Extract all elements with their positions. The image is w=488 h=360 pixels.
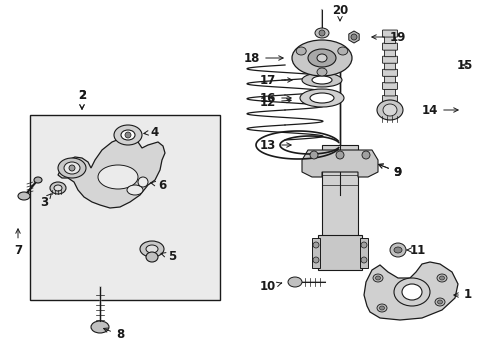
Ellipse shape	[291, 40, 351, 76]
Text: 8: 8	[103, 328, 124, 342]
Ellipse shape	[121, 130, 135, 140]
Polygon shape	[302, 150, 377, 177]
Ellipse shape	[125, 132, 131, 138]
Ellipse shape	[361, 151, 369, 159]
Text: 12: 12	[259, 95, 290, 108]
Text: 20: 20	[331, 4, 347, 21]
Ellipse shape	[350, 34, 356, 40]
Ellipse shape	[312, 257, 318, 263]
Ellipse shape	[309, 93, 333, 103]
FancyBboxPatch shape	[384, 37, 395, 44]
Polygon shape	[348, 31, 359, 43]
Bar	[30, 115, 220, 300]
Text: 15: 15	[456, 59, 472, 72]
Ellipse shape	[58, 158, 86, 178]
Ellipse shape	[302, 73, 341, 87]
Bar	[321, 145, 357, 265]
Ellipse shape	[382, 104, 396, 116]
Ellipse shape	[393, 247, 401, 253]
Ellipse shape	[69, 165, 75, 171]
FancyBboxPatch shape	[382, 30, 397, 37]
Ellipse shape	[50, 182, 66, 194]
Text: 3: 3	[40, 194, 51, 208]
Text: 13: 13	[259, 139, 290, 152]
Ellipse shape	[437, 300, 442, 304]
FancyBboxPatch shape	[382, 82, 397, 89]
Ellipse shape	[318, 30, 325, 36]
Bar	[317, 235, 361, 270]
Ellipse shape	[146, 252, 158, 262]
Text: 6: 6	[150, 179, 166, 192]
Ellipse shape	[401, 284, 421, 300]
Text: 4: 4	[143, 126, 159, 139]
Ellipse shape	[114, 125, 142, 145]
Ellipse shape	[91, 321, 109, 333]
Ellipse shape	[287, 277, 302, 287]
Ellipse shape	[311, 76, 331, 84]
Ellipse shape	[309, 151, 317, 159]
Ellipse shape	[439, 276, 444, 280]
Text: 1: 1	[453, 288, 471, 302]
Ellipse shape	[18, 192, 30, 200]
Ellipse shape	[312, 242, 318, 248]
Ellipse shape	[376, 100, 402, 120]
FancyBboxPatch shape	[382, 56, 397, 63]
Text: 9: 9	[378, 164, 401, 179]
FancyBboxPatch shape	[384, 50, 395, 57]
FancyBboxPatch shape	[382, 43, 397, 50]
Text: 16: 16	[259, 91, 290, 104]
Ellipse shape	[436, 274, 446, 282]
FancyBboxPatch shape	[382, 69, 397, 76]
Bar	[311, 238, 319, 268]
Ellipse shape	[146, 245, 158, 253]
Text: 5: 5	[161, 251, 176, 264]
Ellipse shape	[296, 47, 305, 55]
Ellipse shape	[376, 304, 386, 312]
Text: 14: 14	[421, 104, 457, 117]
Ellipse shape	[434, 298, 444, 306]
Ellipse shape	[54, 185, 62, 191]
Ellipse shape	[375, 276, 380, 280]
Ellipse shape	[316, 68, 326, 76]
Polygon shape	[363, 262, 457, 320]
Ellipse shape	[393, 278, 429, 306]
Ellipse shape	[98, 165, 138, 189]
Ellipse shape	[140, 241, 163, 257]
Text: 10: 10	[259, 280, 281, 293]
Ellipse shape	[337, 47, 347, 55]
Text: 7: 7	[14, 229, 22, 256]
FancyBboxPatch shape	[384, 76, 395, 83]
Text: 19: 19	[371, 31, 406, 44]
Text: 2: 2	[78, 89, 86, 109]
Ellipse shape	[307, 49, 335, 67]
Ellipse shape	[138, 177, 148, 187]
Ellipse shape	[64, 162, 80, 174]
Text: 9: 9	[378, 164, 401, 179]
Text: 2: 2	[78, 89, 86, 109]
Text: 18: 18	[244, 51, 283, 64]
Ellipse shape	[314, 28, 328, 38]
Bar	[359, 238, 367, 268]
Ellipse shape	[379, 306, 384, 310]
Ellipse shape	[360, 242, 366, 248]
FancyBboxPatch shape	[382, 95, 397, 103]
Text: 11: 11	[406, 243, 425, 256]
Ellipse shape	[372, 274, 382, 282]
Text: 17: 17	[259, 73, 291, 86]
Ellipse shape	[34, 177, 42, 183]
Polygon shape	[58, 138, 164, 208]
Ellipse shape	[335, 151, 343, 159]
Ellipse shape	[360, 257, 366, 263]
Ellipse shape	[299, 89, 343, 107]
FancyBboxPatch shape	[384, 89, 395, 96]
Ellipse shape	[316, 54, 326, 62]
FancyBboxPatch shape	[384, 63, 395, 70]
Ellipse shape	[389, 243, 405, 257]
Ellipse shape	[127, 185, 142, 195]
